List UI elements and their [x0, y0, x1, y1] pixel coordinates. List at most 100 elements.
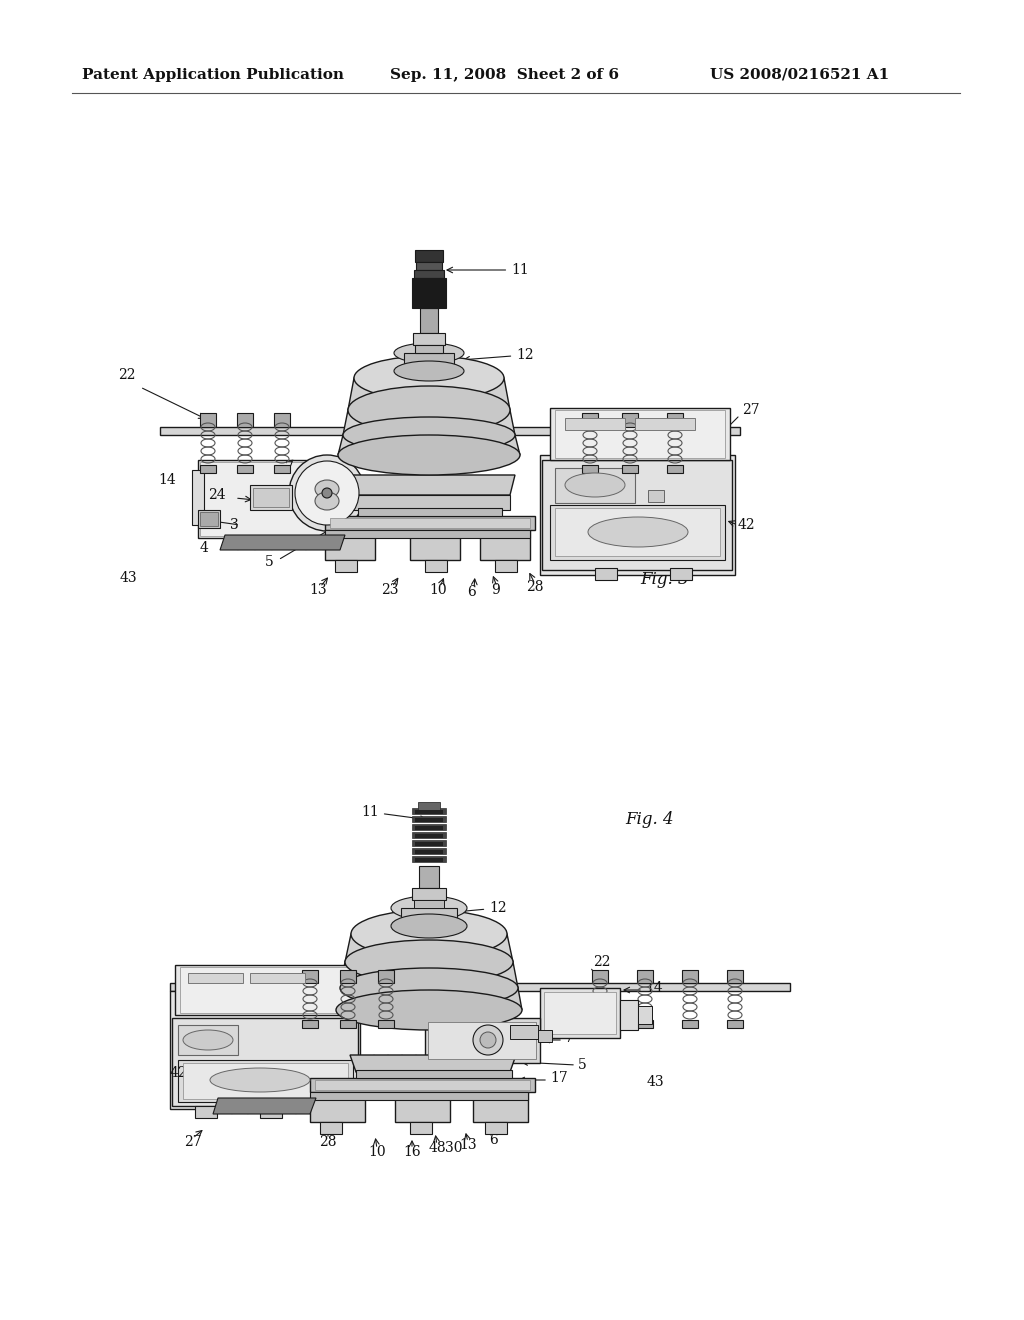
- Text: 13: 13: [309, 583, 327, 597]
- Bar: [410, 1122, 432, 1134]
- Bar: [178, 1026, 238, 1055]
- Bar: [250, 484, 292, 510]
- Bar: [175, 965, 360, 1015]
- Text: 11: 11: [361, 805, 426, 821]
- Bar: [428, 1022, 536, 1059]
- Text: 43: 43: [120, 572, 137, 585]
- Circle shape: [289, 455, 365, 531]
- Polygon shape: [350, 1055, 516, 1072]
- Bar: [237, 413, 253, 426]
- Bar: [637, 970, 653, 983]
- Bar: [670, 568, 692, 579]
- Bar: [727, 970, 743, 983]
- Ellipse shape: [351, 909, 507, 958]
- Bar: [412, 816, 446, 822]
- Text: 28: 28: [319, 1135, 337, 1148]
- Text: 42: 42: [738, 517, 756, 532]
- Bar: [414, 271, 444, 279]
- Bar: [412, 840, 446, 846]
- Bar: [183, 1063, 348, 1100]
- Bar: [595, 568, 617, 579]
- Bar: [378, 970, 394, 983]
- Bar: [315, 1080, 530, 1090]
- Bar: [193, 470, 204, 525]
- Text: 30: 30: [445, 1140, 463, 1155]
- Bar: [540, 455, 735, 576]
- Text: 10: 10: [369, 1144, 386, 1159]
- Polygon shape: [338, 436, 520, 455]
- Text: 14: 14: [158, 473, 176, 487]
- Bar: [395, 1092, 450, 1122]
- Ellipse shape: [343, 417, 515, 453]
- Bar: [414, 900, 444, 908]
- Text: 24: 24: [208, 488, 225, 502]
- Bar: [412, 824, 446, 830]
- Bar: [540, 987, 620, 1038]
- Text: 10: 10: [429, 583, 446, 597]
- Circle shape: [473, 1026, 503, 1055]
- Bar: [550, 408, 730, 459]
- Polygon shape: [213, 1098, 316, 1114]
- Polygon shape: [345, 935, 513, 962]
- Bar: [635, 418, 695, 430]
- Text: 23: 23: [381, 583, 398, 597]
- Ellipse shape: [338, 436, 520, 475]
- Text: Fig. 3: Fig. 3: [640, 572, 688, 589]
- Bar: [550, 506, 725, 560]
- Text: 17: 17: [550, 1071, 567, 1085]
- Text: 7: 7: [285, 461, 294, 475]
- Text: 5: 5: [578, 1059, 587, 1072]
- Text: 16: 16: [403, 1144, 421, 1159]
- Text: 5: 5: [265, 554, 273, 569]
- Bar: [401, 908, 457, 927]
- Bar: [328, 480, 348, 495]
- Ellipse shape: [340, 968, 518, 1008]
- Bar: [378, 1020, 394, 1028]
- Bar: [253, 488, 289, 507]
- Bar: [198, 510, 220, 528]
- Bar: [638, 1006, 652, 1024]
- Bar: [538, 1030, 552, 1041]
- Bar: [485, 1122, 507, 1134]
- Bar: [510, 1026, 538, 1039]
- Polygon shape: [345, 475, 515, 495]
- Bar: [358, 508, 502, 516]
- Bar: [415, 249, 443, 261]
- Bar: [419, 866, 439, 888]
- Bar: [412, 847, 446, 854]
- Ellipse shape: [345, 940, 513, 983]
- Bar: [415, 850, 443, 854]
- Bar: [200, 413, 216, 426]
- Bar: [648, 490, 664, 502]
- Text: Sep. 11, 2008  Sheet 2 of 6: Sep. 11, 2008 Sheet 2 of 6: [390, 69, 618, 82]
- Bar: [188, 973, 243, 983]
- Polygon shape: [340, 962, 518, 987]
- Bar: [412, 279, 446, 308]
- Bar: [415, 842, 443, 846]
- Bar: [200, 462, 326, 536]
- Bar: [172, 1018, 358, 1106]
- Text: 27: 27: [742, 403, 760, 417]
- Bar: [620, 1001, 638, 1030]
- Bar: [330, 517, 530, 528]
- Bar: [325, 516, 535, 531]
- Bar: [310, 1092, 528, 1100]
- Bar: [200, 512, 218, 525]
- Circle shape: [480, 1032, 496, 1048]
- Bar: [415, 810, 443, 814]
- Ellipse shape: [183, 1030, 233, 1049]
- Bar: [170, 991, 360, 1109]
- Circle shape: [295, 461, 359, 525]
- Ellipse shape: [354, 356, 504, 400]
- Bar: [682, 1020, 698, 1028]
- Text: 14: 14: [645, 981, 663, 995]
- Text: 7: 7: [565, 1031, 573, 1045]
- Ellipse shape: [348, 385, 510, 434]
- Bar: [416, 261, 442, 271]
- Bar: [622, 465, 638, 473]
- Bar: [260, 1106, 282, 1118]
- Bar: [335, 560, 357, 572]
- Bar: [555, 411, 725, 458]
- Bar: [480, 531, 530, 560]
- Polygon shape: [220, 535, 345, 550]
